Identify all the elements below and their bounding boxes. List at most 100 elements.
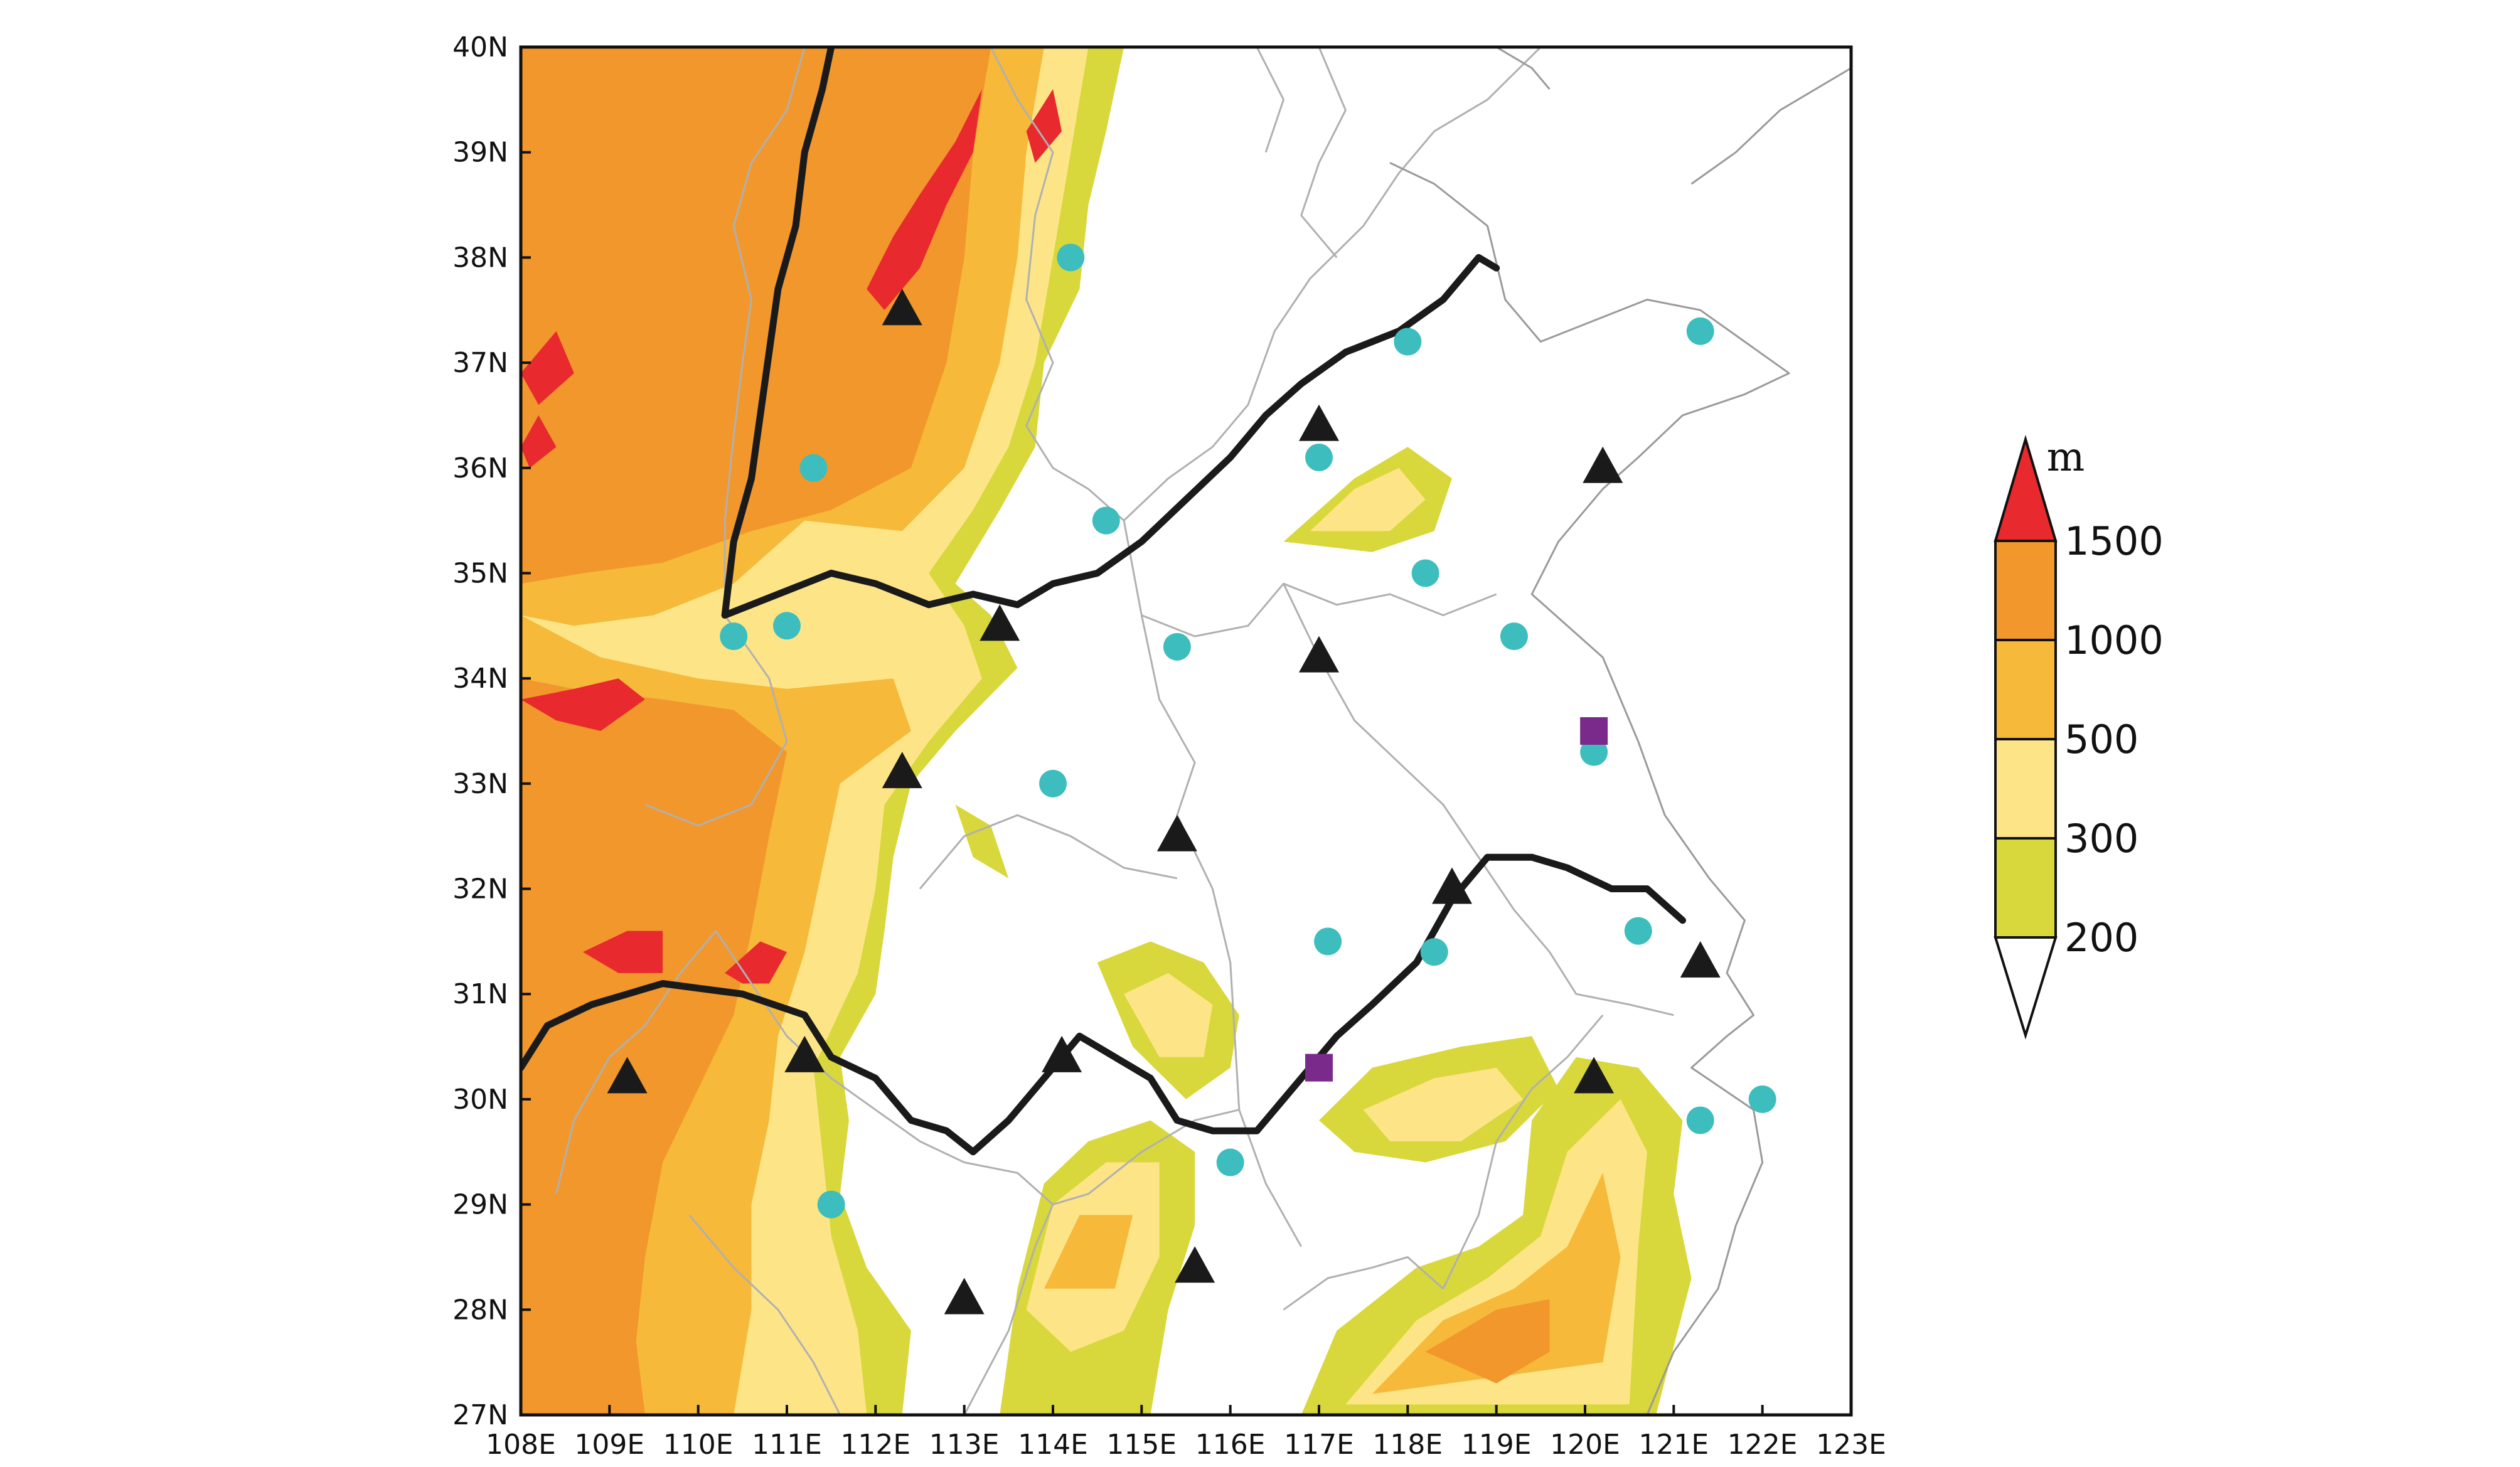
station-triangle-marker: [1432, 867, 1472, 904]
terrain-region-lvl-1500: [725, 941, 787, 984]
x-tick-label: 122E: [1727, 1429, 1798, 1461]
x-tick-label: 121E: [1638, 1429, 1709, 1461]
province-boundary-line: [963, 1204, 1054, 1415]
province-boundary-line: [990, 47, 1089, 490]
station-triangle-marker: [944, 1278, 985, 1315]
province-boundary-line: [919, 814, 1178, 890]
legend-level-label: 200: [2064, 915, 2138, 961]
station-triangle-marker: [1583, 446, 1623, 483]
terrain-region-lvl-500: [1372, 1173, 1621, 1394]
x-tick-label: 120E: [1550, 1429, 1620, 1461]
climate-boundary-lines-layer: [521, 47, 1686, 1156]
terrain-region-lvl-1000: [521, 47, 991, 584]
station-markers-layer: [607, 243, 1776, 1315]
province-boundary-line: [1283, 583, 1674, 1016]
legend-level-label: 1500: [2064, 518, 2164, 564]
y-tick-label: 34N: [452, 663, 508, 695]
terrain-shading-layer: [521, 47, 1692, 1415]
station-circle-marker: [1057, 243, 1085, 272]
x-tick-label: 119E: [1461, 1429, 1532, 1461]
terrain-region-lvl-200: [955, 804, 1009, 878]
y-tick-label: 39N: [452, 137, 508, 169]
station-triangle-marker: [1299, 636, 1339, 673]
station-circle-marker: [720, 622, 748, 651]
coastline: [1690, 67, 1851, 185]
terrain-region-lvl-500: [1044, 1215, 1133, 1289]
station-square-marker: [1305, 1054, 1333, 1082]
province-boundary-line: [1123, 47, 1542, 521]
map-frame: [519, 45, 1853, 1417]
legend-swatch-lvl-200: [1994, 837, 2057, 939]
station-triangle-marker: [1175, 1246, 1215, 1283]
y-tick-label: 32N: [452, 873, 508, 905]
station-circle-marker: [1039, 769, 1067, 798]
province-boundary-line: [715, 930, 1240, 1206]
y-tick-label: 28N: [452, 1294, 508, 1326]
terrain-region-lvl-1000: [1425, 1299, 1550, 1384]
y-tick-label: 35N: [452, 557, 508, 589]
x-tick-label: 108E: [486, 1429, 556, 1461]
station-triangle-marker: [980, 604, 1020, 641]
station-circle-marker: [1686, 317, 1714, 345]
province-boundary-line: [688, 1214, 841, 1415]
map-plot-area: 108E 109E 110E 111E 112E 113E 114E 115E 116E 117E…: [452, 31, 1886, 1461]
x-tick-label: 116E: [1195, 1429, 1266, 1461]
x-tick-label: 123E: [1816, 1429, 1886, 1461]
province-boundary-line: [1442, 1014, 1604, 1289]
province-boundary-line: [1283, 1256, 1444, 1311]
terrain-region-lvl-1500: [521, 331, 574, 405]
station-circle-marker: [1411, 559, 1439, 587]
terrain-region-lvl-300: [1363, 1067, 1524, 1141]
station-triangle-marker: [882, 289, 922, 326]
station-triangle-marker: [784, 1035, 825, 1072]
station-circle-marker: [773, 612, 801, 640]
legend-swatch-lvl-500: [1994, 639, 2057, 740]
station-square-marker: [1580, 717, 1608, 745]
province-boundary-line: [644, 614, 788, 827]
x-tick-label: 114E: [1018, 1429, 1088, 1461]
station-circle-marker: [1314, 927, 1342, 956]
x-tick-label: 115E: [1106, 1429, 1177, 1461]
station-circle-marker: [1216, 1148, 1244, 1176]
longitude-axis: 108E 109E 110E 111E 112E 113E 114E 115E 116E 117E…: [486, 1405, 1886, 1461]
legend-swatch-lvl-300: [1994, 738, 2057, 840]
legend-swatch-lvl-1000: [1994, 540, 2057, 641]
x-tick-label: 117E: [1284, 1429, 1354, 1461]
y-tick-label: 33N: [452, 768, 508, 800]
terrain-region-lvl-1500: [1026, 89, 1062, 163]
station-triangle-marker: [1299, 404, 1339, 441]
station-circle-marker: [1163, 632, 1191, 661]
legend-swatch-below-200: [1994, 936, 2058, 1040]
legend-level-label: 1000: [2064, 617, 2164, 663]
x-tick-label: 113E: [929, 1429, 1000, 1461]
province-boundary-line: [723, 47, 806, 616]
y-tick-label: 36N: [452, 452, 508, 484]
station-triangle-marker: [1680, 941, 1721, 978]
x-tick-label: 109E: [574, 1429, 644, 1461]
station-circle-marker: [1500, 622, 1528, 651]
province-boundary-line: [555, 930, 717, 1195]
station-circle-marker: [1580, 738, 1608, 766]
station-circle-marker: [1394, 328, 1422, 356]
latitude-axis: 27N 28N 29N 30N 31N 32N 33N 34N 35N 36N 37N 38N 39N 4…: [452, 31, 531, 1431]
terrain-region-lvl-1500: [582, 931, 663, 973]
station-circle-marker: [1092, 506, 1120, 535]
station-circle-marker: [1624, 917, 1652, 945]
terrain-region-lvl-300: [1310, 467, 1426, 531]
climate-boundary-line: [521, 853, 1686, 1156]
legend-level-label: 500: [2064, 717, 2138, 762]
x-tick-label: 110E: [663, 1429, 734, 1461]
y-tick-label: 30N: [452, 1084, 508, 1116]
station-triangle-marker: [1574, 1057, 1615, 1094]
station-circle-marker: [1748, 1085, 1776, 1113]
terrain-region-lvl-1500: [867, 89, 982, 311]
terrain-region-lvl-1500: [521, 415, 557, 468]
x-tick-label: 111E: [752, 1429, 822, 1461]
x-tick-label: 118E: [1372, 1429, 1443, 1461]
legend-level-label: 300: [2064, 816, 2138, 862]
legend-unit-label: m: [2047, 434, 2085, 481]
terrain-region-lvl-1500: [521, 678, 645, 731]
x-tick-label: 112E: [840, 1429, 910, 1461]
coastline: [1495, 47, 1551, 90]
